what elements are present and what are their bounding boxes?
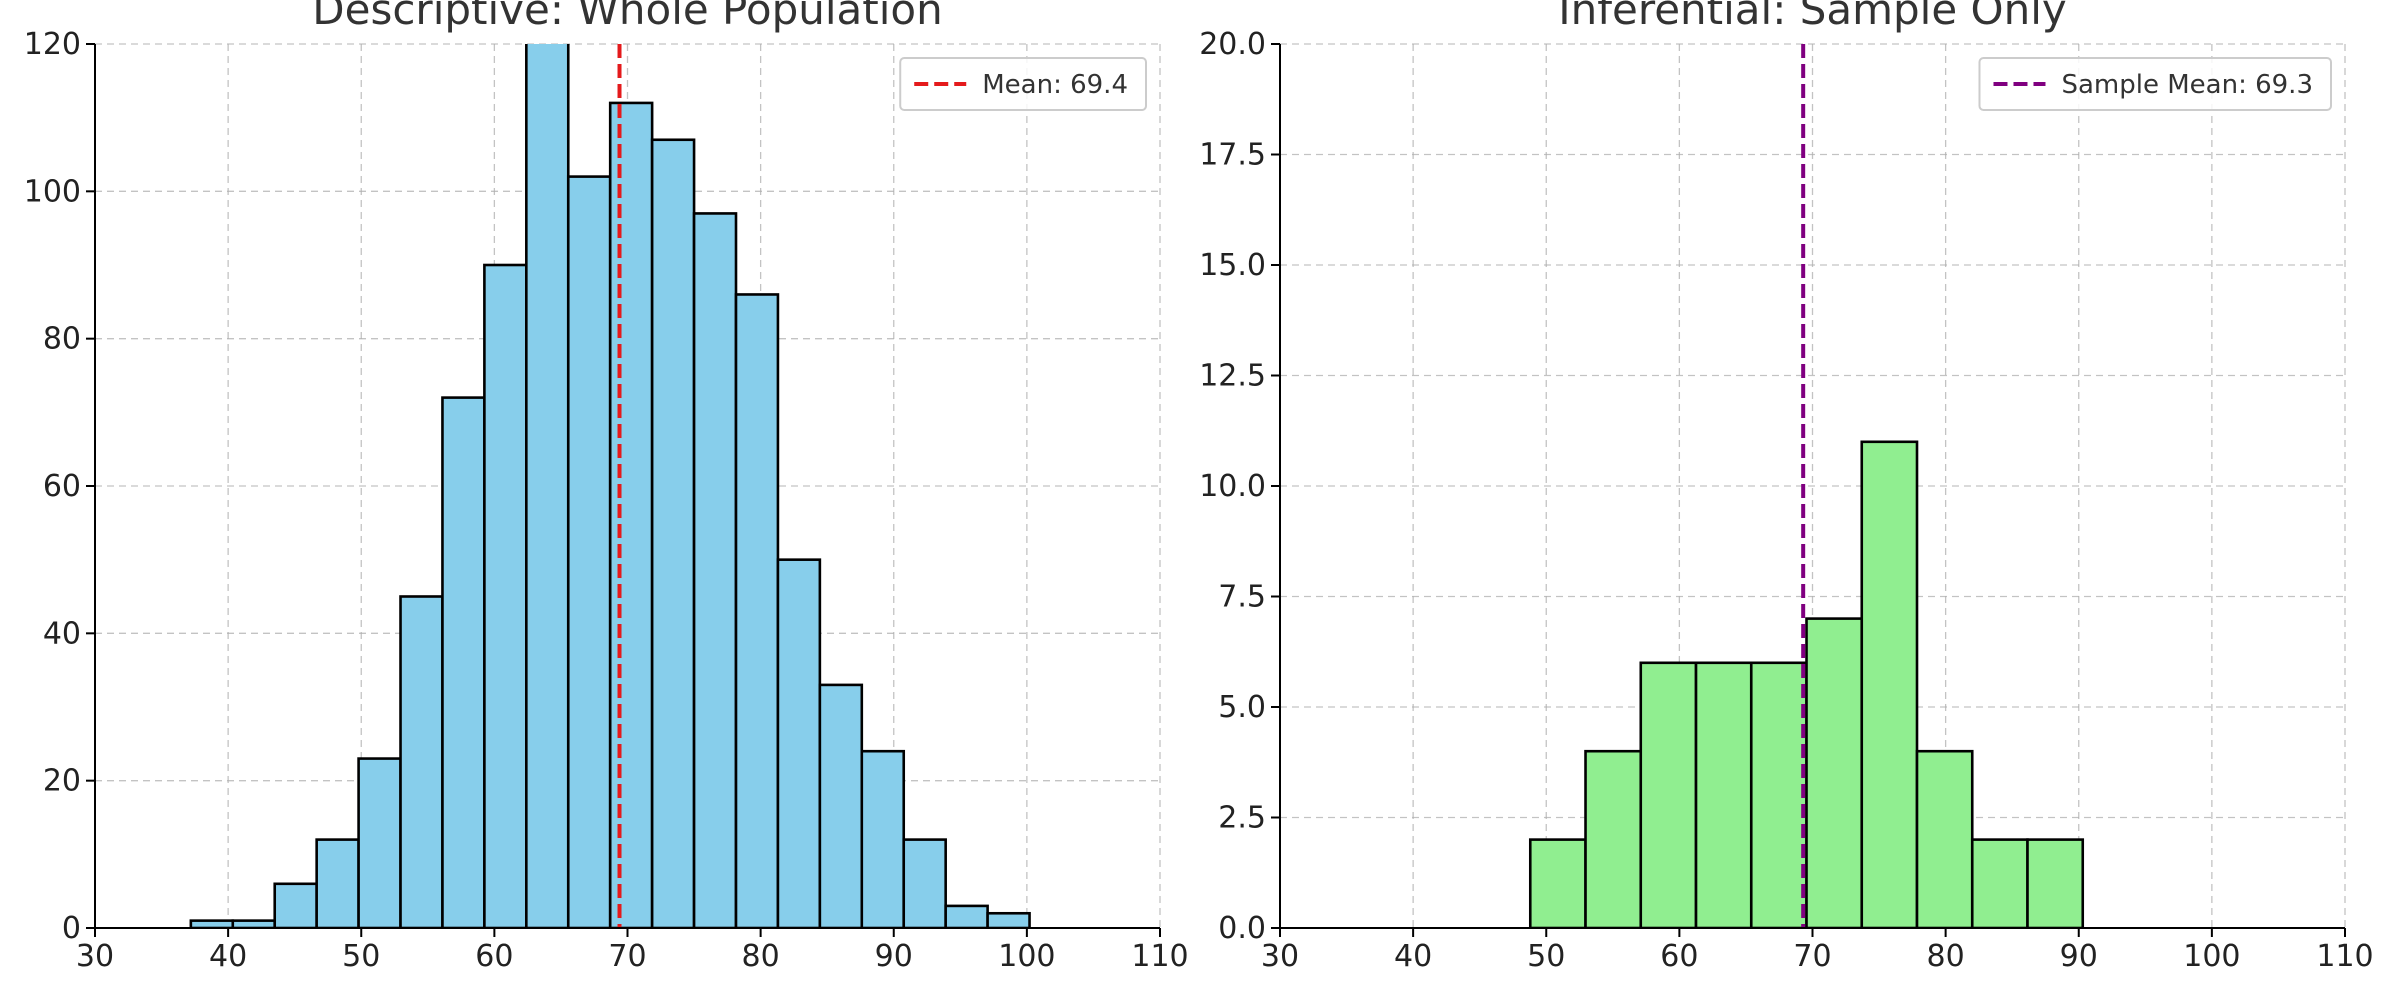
y-tick-label: 100 bbox=[24, 174, 81, 209]
y-tick-label: 12.5 bbox=[1199, 359, 1266, 394]
histogram-bar bbox=[315, 838, 360, 928]
x-tick-label: 60 bbox=[475, 939, 513, 974]
x-tick-label: 30 bbox=[76, 939, 114, 974]
histogram-bar bbox=[986, 911, 1031, 928]
histogram-bar bbox=[189, 919, 235, 928]
histogram-bar bbox=[525, 44, 570, 928]
histogram-bar bbox=[1805, 617, 1864, 928]
histogram-bar bbox=[483, 263, 528, 928]
histogram-bar bbox=[692, 212, 738, 928]
histogram-bar bbox=[2026, 838, 2085, 928]
histogram-bar bbox=[441, 396, 486, 928]
chart-title: Descriptive: Whole Population bbox=[312, 0, 942, 34]
x-tick-label: 90 bbox=[2060, 939, 2098, 974]
x-tick-label: 110 bbox=[1131, 939, 1188, 974]
x-tick-label: 60 bbox=[1660, 939, 1698, 974]
x-tick-label: 50 bbox=[342, 939, 380, 974]
histogram-bar bbox=[944, 904, 989, 928]
y-tick-label: 80 bbox=[43, 322, 81, 357]
x-tick-label: 70 bbox=[1793, 939, 1831, 974]
histogram-bar bbox=[1584, 749, 1643, 928]
histogram-bar bbox=[273, 882, 318, 928]
x-tick-label: 80 bbox=[742, 939, 780, 974]
y-tick-label: 17.5 bbox=[1199, 138, 1266, 173]
x-tick-label: 70 bbox=[608, 939, 646, 974]
histogram-bar bbox=[818, 683, 864, 928]
histogram-bar bbox=[902, 838, 947, 928]
x-tick-label: 40 bbox=[209, 939, 247, 974]
histogram-bar bbox=[357, 757, 402, 928]
y-tick-label: 20 bbox=[43, 764, 81, 799]
y-tick-label: 15.0 bbox=[1199, 248, 1266, 283]
y-tick-label: 120 bbox=[24, 27, 81, 62]
histogram-bar bbox=[650, 138, 696, 928]
chart-title: Inferential: Sample Only bbox=[1558, 0, 2067, 34]
legend-box bbox=[899, 57, 1147, 111]
x-tick-label: 80 bbox=[1927, 939, 1965, 974]
histogram-bar bbox=[1915, 749, 1974, 928]
histogram-bar bbox=[1639, 661, 1698, 928]
histogram-bar bbox=[399, 595, 444, 928]
histogram-bar bbox=[860, 749, 906, 928]
y-tick-label: 7.5 bbox=[1218, 580, 1266, 615]
histogram-bar bbox=[231, 919, 277, 928]
y-tick-label: 0.0 bbox=[1218, 911, 1266, 946]
histogram-bar bbox=[566, 175, 612, 928]
legend-label: Mean: 69.4 bbox=[982, 70, 1128, 100]
histogram-bar bbox=[608, 101, 654, 928]
x-tick-label: 100 bbox=[2183, 939, 2240, 974]
x-tick-label: 110 bbox=[2316, 939, 2373, 974]
histogram-bar bbox=[1749, 661, 1808, 928]
y-tick-label: 60 bbox=[43, 469, 81, 504]
legend-box bbox=[1978, 57, 2332, 111]
bars-group bbox=[189, 44, 1031, 928]
y-tick-label: 0 bbox=[62, 911, 81, 946]
histogram-bar bbox=[734, 293, 780, 928]
x-tick-label: 40 bbox=[1394, 939, 1432, 974]
legend-label: Sample Mean: 69.3 bbox=[2061, 70, 2313, 100]
histogram-bar bbox=[1970, 838, 2029, 928]
x-tick-label: 100 bbox=[998, 939, 1055, 974]
histogram-bar bbox=[1528, 838, 1587, 928]
legend: Sample Mean: 69.3 bbox=[1978, 57, 2332, 111]
chart-panel-1: 30 40 50 60 70 80 90 100 110 0 20 40 60 80 100 120 Descr… bbox=[24, 0, 1189, 974]
x-tick-label: 30 bbox=[1261, 939, 1299, 974]
legend: Mean: 69.4 bbox=[899, 57, 1147, 111]
chart-panel-2: 30 40 50 60 70 80 90 100 110 0.0 2.5 5.0 7.5 10.0 12.5… bbox=[1199, 0, 2373, 974]
y-tick-label: 5.0 bbox=[1218, 690, 1266, 725]
bars-group bbox=[1528, 440, 2085, 928]
x-tick-label: 50 bbox=[1527, 939, 1565, 974]
y-tick-label: 10.0 bbox=[1199, 469, 1266, 504]
histogram-bar bbox=[1694, 661, 1753, 928]
y-tick-label: 2.5 bbox=[1218, 801, 1266, 836]
y-tick-label: 20.0 bbox=[1199, 27, 1266, 62]
x-tick-label: 90 bbox=[875, 939, 913, 974]
histogram-bar bbox=[1860, 440, 1919, 928]
y-tick-label: 40 bbox=[43, 616, 81, 651]
histogram-bar bbox=[776, 558, 822, 928]
